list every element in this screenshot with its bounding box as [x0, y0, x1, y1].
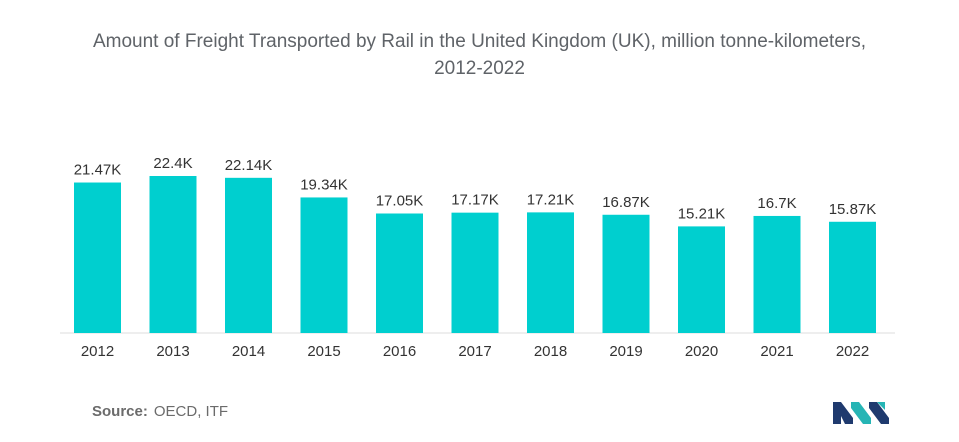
data-label-2022: 15.87K	[829, 201, 877, 218]
data-label-2020: 15.21K	[678, 205, 726, 222]
bar-2020[interactable]	[678, 226, 725, 333]
data-label-2012: 21.47K	[74, 162, 122, 179]
bar-2019[interactable]	[602, 214, 650, 333]
x-tick-label-2017: 2017	[458, 343, 491, 360]
data-label-2018: 17.21K	[527, 191, 575, 208]
bar-2015[interactable]	[300, 197, 348, 333]
data-label-2014: 22.14K	[225, 157, 273, 174]
chart-title-line-2: 2012-2022	[434, 58, 525, 79]
x-tick-label-2021: 2021	[760, 343, 793, 360]
data-label-2016: 17.05K	[376, 192, 424, 209]
bar-2017[interactable]	[451, 212, 499, 333]
x-tick-label-2020: 2020	[685, 343, 718, 360]
bar-2022[interactable]	[829, 221, 876, 333]
data-label-2013: 22.4K	[153, 155, 192, 172]
x-tick-label-2018: 2018	[534, 343, 567, 360]
bar-2014[interactable]	[225, 177, 272, 333]
x-tick-label-2016: 2016	[383, 343, 416, 360]
bar-2021[interactable]	[753, 215, 801, 333]
chart-title-line-1: Amount of Freight Transported by Rail in…	[92, 31, 866, 52]
x-tick-label-2012: 2012	[81, 343, 114, 360]
x-tick-label-2014: 2014	[232, 343, 265, 360]
data-label-2015: 19.34K	[300, 176, 348, 193]
bar-2012[interactable]	[74, 182, 121, 333]
x-tick-label-2013: 2013	[156, 343, 189, 360]
data-label-2017: 17.17K	[451, 192, 499, 209]
bar-2016[interactable]	[376, 213, 423, 333]
bar-2013[interactable]	[149, 176, 197, 333]
data-label-2021: 16.7K	[757, 195, 796, 212]
x-tick-label-2022: 2022	[836, 343, 869, 360]
source-note: Source: OECD, ITF	[92, 403, 228, 420]
x-tick-label-2019: 2019	[609, 343, 642, 360]
bar-2018[interactable]	[527, 212, 574, 333]
chart-title: Amount of Freight Transported by Rail in…	[0, 28, 959, 82]
source-text: OECD, ITF	[153, 403, 229, 420]
x-tick-label-2015: 2015	[307, 343, 340, 360]
data-label-2019: 16.87K	[602, 194, 650, 211]
brand-logo-icon	[833, 402, 889, 424]
source-label: Source:	[92, 403, 148, 420]
